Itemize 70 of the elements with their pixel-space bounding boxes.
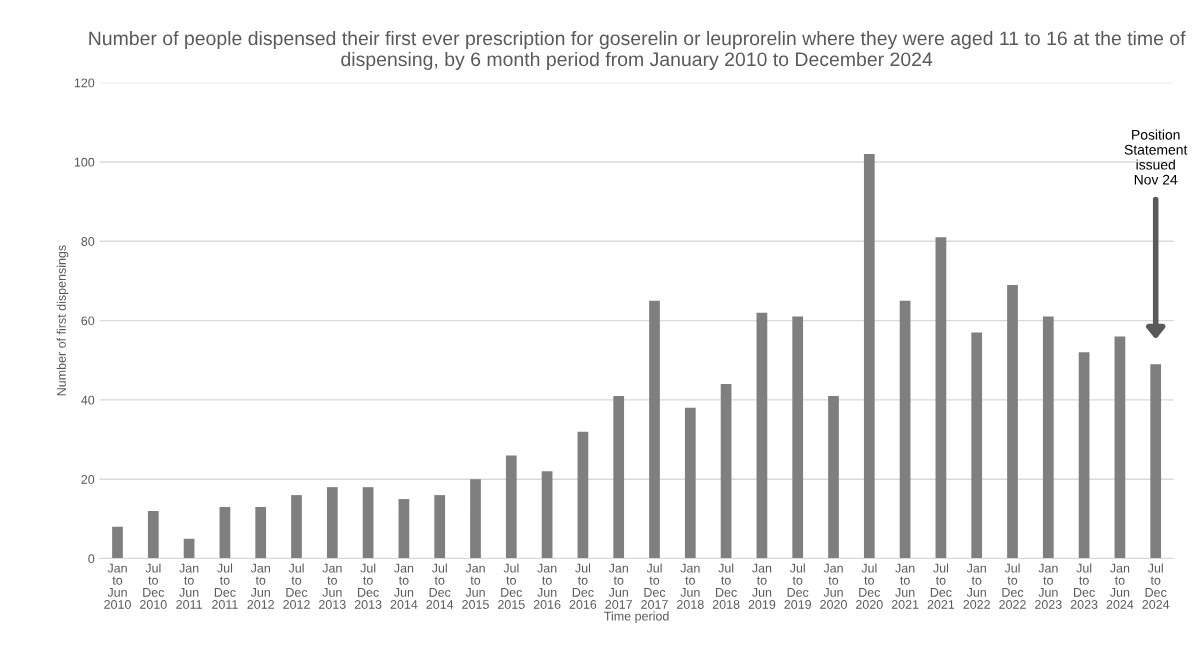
x-tick-label: Jan to Jun 2024: [1106, 563, 1134, 609]
annotation: Position Statement issued Nov 24: [1124, 129, 1188, 185]
x-tick-label: Jan to Jun 2010: [104, 563, 131, 609]
x-tick-label: Jul to Dec 2019: [784, 563, 812, 609]
bar: [792, 316, 804, 559]
bar: [434, 495, 446, 559]
x-tick-label: Jul to Dec 2014: [426, 563, 454, 609]
bar: [1042, 316, 1054, 559]
bar: [291, 495, 302, 559]
bar: [255, 506, 267, 559]
bar: [863, 154, 875, 559]
bar: [577, 431, 589, 559]
bar: [756, 312, 768, 559]
x-tick-label: Jul to Dec 2021: [927, 563, 955, 609]
y-tick-label: 0: [88, 554, 95, 564]
x-tick-label: Jul to Dec 2018: [712, 563, 740, 609]
bar: [112, 526, 123, 559]
x-tick-label: Jan to Jun 2021: [891, 563, 919, 609]
x-tick-label: Jan to Jun 2011: [176, 563, 202, 609]
x-tick-label: Jul to Dec 2023: [1070, 563, 1098, 609]
bar: [326, 487, 338, 559]
x-tick-label: Jan to Jun 2017: [605, 563, 632, 609]
bar: [1078, 352, 1090, 559]
x-tick-label: Jul to Dec 2012: [283, 563, 310, 609]
y-tick-label: 100: [74, 157, 95, 167]
bar: [505, 455, 517, 559]
bar: [541, 471, 553, 559]
x-tick-label: Jan to Jun 2022: [963, 563, 990, 609]
bar: [398, 499, 410, 559]
x-tick-label: Jul to Dec 2016: [569, 563, 597, 609]
chart-title: Number of people dispensed their first ever prescription for goserelin or leuprorelin where they were aged 11 to 16 at the time of dispensing, by 6 month period from January 2010 to December 2024: [89, 30, 1186, 71]
bar: [362, 487, 374, 559]
x-tick-label: Jul to Dec 2017: [641, 563, 668, 609]
x-tick-label: Jul to Dec 2011: [212, 563, 238, 609]
x-tick-label: Jan to Jun 2020: [820, 563, 847, 609]
x-tick-label: Jan to Jun 2018: [677, 563, 704, 609]
x-tick-label: Jan to Jun 2016: [533, 563, 561, 609]
bar: [1114, 336, 1126, 559]
bar: [1007, 284, 1018, 559]
bar: [219, 506, 231, 559]
bar: [1150, 364, 1162, 559]
bar: [720, 384, 732, 559]
x-tick-label: Jul to Dec 2013: [354, 563, 382, 609]
bar: [828, 395, 839, 559]
x-tick-label: Jan to Jun 2013: [319, 563, 346, 609]
y-axis-title: Number of first dispensings: [56, 245, 69, 396]
x-axis-title: Time period: [604, 611, 669, 624]
y-tick-label: 40: [81, 395, 95, 405]
y-tick-label: 20: [81, 475, 95, 484]
x-tick-label: Jan to Jun 2019: [748, 563, 776, 609]
x-tick-label: Jul to Dec 2015: [498, 563, 525, 609]
x-tick-label: Jan to Jun 2023: [1035, 563, 1062, 609]
bar: [935, 237, 947, 559]
x-tick-label: Jan to Jun 2012: [247, 563, 274, 609]
bar: [613, 395, 625, 559]
bar: [899, 300, 911, 559]
y-tick-label: 60: [81, 316, 95, 326]
bar: [649, 300, 660, 559]
x-tick-label: Jan to Jun 2014: [390, 563, 418, 609]
bar: [147, 510, 159, 559]
bar: [684, 407, 696, 559]
x-tick-label: Jan to Jun 2015: [462, 563, 489, 609]
bar: [470, 479, 481, 559]
bar: [971, 332, 983, 559]
x-tick-label: Jul to Dec 2010: [140, 563, 167, 609]
x-tick-label: Jul to Dec 2020: [856, 563, 883, 609]
y-tick-label: 80: [81, 237, 95, 246]
x-tick-label: Jul to Dec 2024: [1142, 563, 1170, 609]
x-tick-label: Jul to Dec 2022: [999, 563, 1026, 609]
y-tick-label: 120: [74, 78, 95, 88]
